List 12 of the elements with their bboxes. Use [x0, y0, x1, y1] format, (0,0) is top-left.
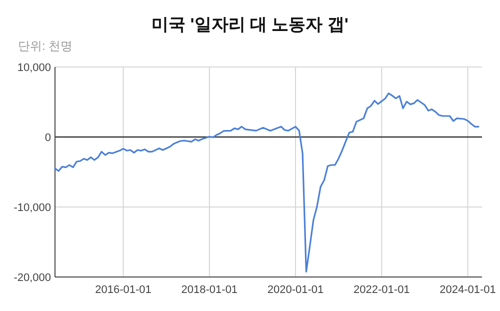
line-series [54, 92, 480, 272]
y-tick-label: -20,000 [14, 272, 51, 284]
x-tick-label: 2022-01-01 [354, 284, 410, 296]
chart-title: 미국 '일자리 대 노동자 갭' [152, 15, 348, 34]
y-tick-label: -10,000 [14, 202, 51, 214]
y-tick-label: 0 [44, 132, 51, 144]
x-tick-label: 2024-01-01 [440, 284, 496, 296]
x-tick-label: 2018-01-01 [181, 284, 238, 296]
x-tick-label: 2016-01-01 [95, 284, 152, 296]
y-tick-label: 10,000 [17, 62, 51, 74]
chart-subtitle: 단위: 천명 [18, 39, 73, 53]
x-tick-label: 2020-01-01 [267, 284, 324, 296]
